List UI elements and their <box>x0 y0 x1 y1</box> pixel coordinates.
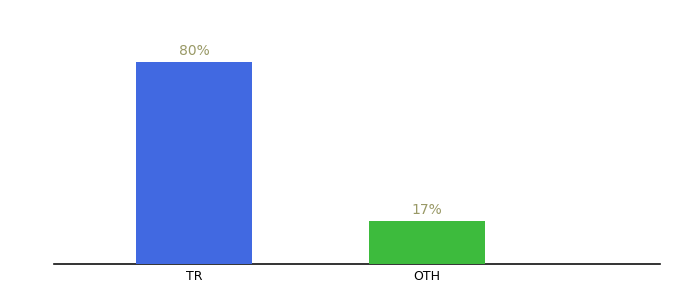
Bar <box>136 62 252 264</box>
Bar <box>369 221 485 264</box>
Text: 17%: 17% <box>411 203 442 217</box>
Text: 80%: 80% <box>179 44 209 58</box>
